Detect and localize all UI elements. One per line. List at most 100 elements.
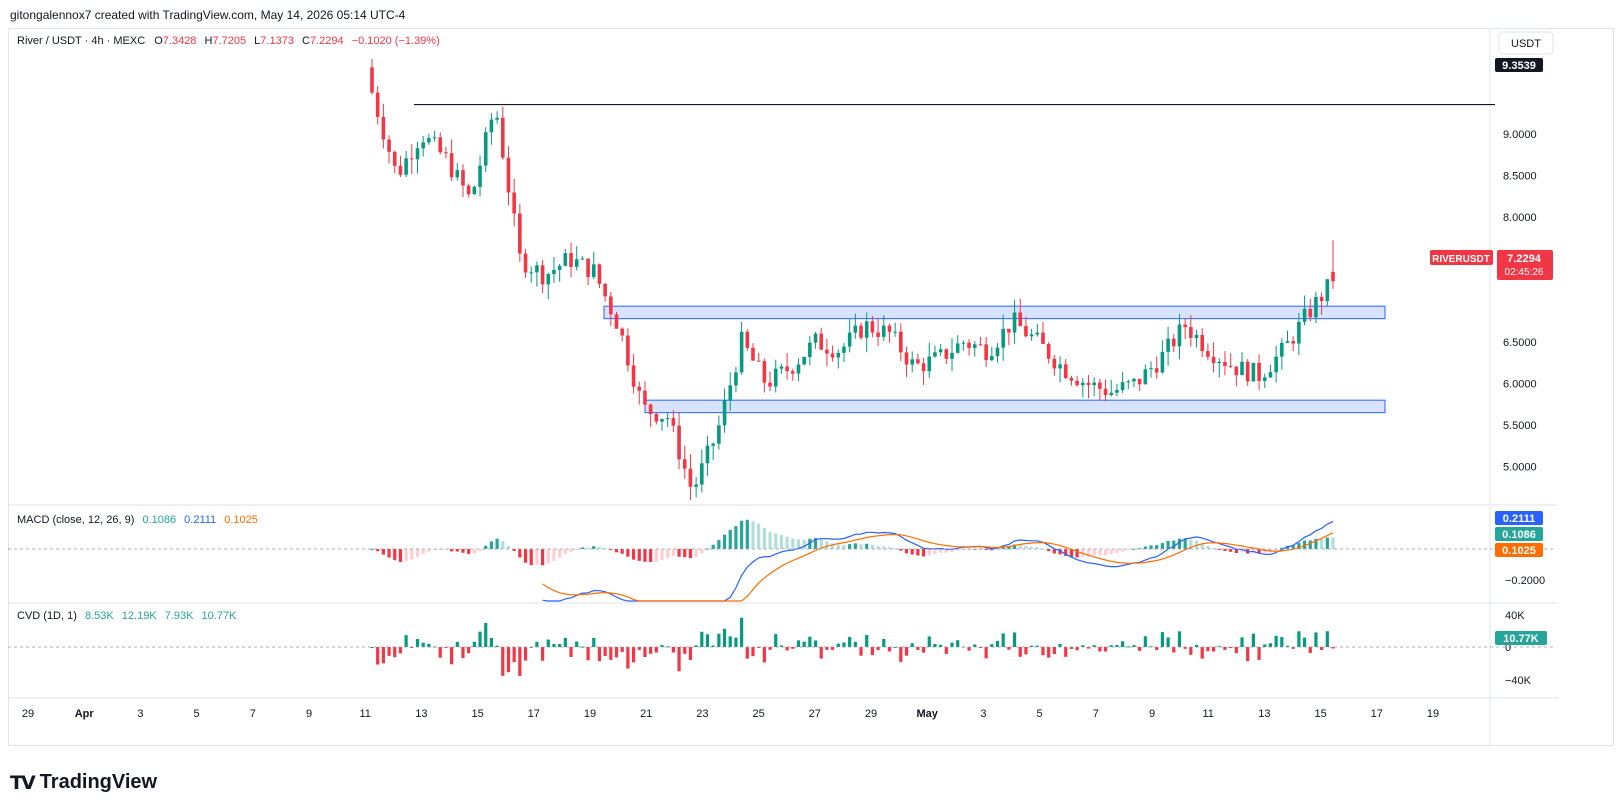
cvd-bar (649, 647, 653, 654)
candle-body (842, 346, 846, 353)
macd-hist-bar (671, 549, 675, 556)
tradingview-logo-wordmark: TradingView (39, 771, 158, 793)
cvd-bar (757, 647, 761, 648)
macd-hist-bar (376, 549, 380, 552)
macd-hist-bar (683, 549, 687, 558)
legend-symbol[interactable]: River / USDT · 4h · MEXC (17, 35, 145, 47)
macd-hist-bar (1308, 540, 1312, 549)
cvd-bar (1314, 632, 1318, 647)
candle-body (1206, 351, 1210, 357)
macd-hist-bar (853, 543, 857, 549)
cvd-bar (614, 647, 619, 658)
time-tick-17: 17 (528, 708, 540, 720)
cvd-bar (1240, 637, 1244, 647)
macd-hist-bar (1024, 545, 1028, 549)
macd-hist-bar (921, 549, 926, 557)
macd-hist-bar (575, 549, 579, 550)
cvd-bar (762, 647, 766, 663)
cvd-bar (1081, 645, 1085, 647)
time-tick-11: 11 (1202, 708, 1213, 720)
candle-body (586, 258, 590, 278)
candle-body (717, 425, 721, 444)
candle-body (762, 361, 767, 383)
candle-body (438, 137, 443, 153)
macd-hist-bar (506, 545, 511, 549)
candle-body (751, 347, 755, 361)
tradingview-logo[interactable]: TV TradingView (10, 771, 157, 794)
cvd-bar (899, 647, 903, 662)
macd-hist-bar (489, 541, 494, 549)
svg-text:CVD (1D, 1) 8.53K 12.1: CVD (1D, 1) 8.53K 12.19K 7.93K 10.77K (17, 610, 237, 622)
macd-hist-bar (939, 549, 943, 553)
macd-hist-bar (1257, 549, 1261, 554)
cvd-value-4: 10.77K (202, 610, 238, 622)
macd-hist-bar (370, 549, 374, 550)
cvd-bar (575, 641, 579, 647)
candle-body (1240, 361, 1244, 376)
macd-hist-bar (1052, 549, 1056, 554)
cvd-bars (370, 617, 1335, 676)
candle-body (387, 139, 391, 152)
macd-hist-bar (1183, 538, 1187, 549)
cvd-bar (1257, 647, 1261, 660)
macd-hist-bar (865, 543, 869, 549)
candle-body (392, 151, 397, 166)
candle-body (700, 463, 704, 485)
currency-button-label[interactable]: USDT (1511, 38, 1541, 50)
candle-body (961, 342, 966, 344)
macd-hist-bar (1320, 538, 1324, 549)
macd-hist-bar (484, 545, 488, 549)
price-axis[interactable]: 9.00008.50008.00007.50006.50006.00005.50… (1503, 129, 1537, 474)
cvd-bar (637, 647, 641, 650)
time-tick-25: 25 (752, 708, 764, 720)
chart-frame[interactable] (8, 28, 1614, 746)
macd-hist-bar (620, 549, 624, 554)
candle-body (1268, 372, 1273, 378)
candle-body (864, 321, 869, 338)
cvd-bar (865, 635, 869, 647)
candle-body (927, 356, 932, 372)
cvd-bar (1200, 647, 1204, 659)
time-axis[interactable]: 29 Apr 3 5 7 9 11 13 15 17 19 21 23 25 27 29 May 3 5 7 9 11 13… (22, 708, 1439, 720)
macd-hist-bar (649, 549, 653, 563)
cvd-bar (1103, 647, 1108, 652)
macd-title[interactable]: MACD (close, 12, 26, 9) (17, 514, 134, 526)
currency-button[interactable] (1498, 31, 1554, 55)
cvd-bar (1263, 644, 1267, 647)
cvd-bar (995, 640, 1000, 647)
legend-close-label: C (302, 35, 310, 47)
cvd-title[interactable]: CVD (1D, 1) (17, 610, 77, 622)
cvd-bar (1132, 645, 1136, 647)
cvd-bar (467, 647, 471, 654)
candle-body (1228, 365, 1233, 367)
cvd-bar (620, 647, 624, 652)
cvd-bar (381, 647, 385, 664)
cvd-bar (785, 647, 789, 651)
macd-hist-bar (757, 523, 761, 549)
candle-body (1177, 324, 1182, 347)
cvd-bar (666, 646, 670, 648)
cvd-bar (1229, 647, 1233, 648)
candle-body (1331, 271, 1335, 282)
time-tick-13: 13 (415, 708, 427, 720)
cvd-bar (1126, 646, 1130, 648)
macd-hist-bar (580, 547, 584, 549)
candle-body (1098, 382, 1102, 389)
time-tick-3: 3 (980, 708, 986, 720)
cvd-bar (1251, 633, 1255, 647)
macd-hist-bar (990, 549, 994, 551)
macd-hist-badge (1495, 527, 1543, 541)
macd-hist-bar (467, 549, 471, 554)
macd-hist-bar (1109, 549, 1113, 555)
candle-body (756, 360, 761, 362)
svg-text:River / USDT · 4h · MEXC O: River / USDT · 4h · MEXC O7.3428 H7.7205… (17, 35, 440, 47)
macd-hist-bar (700, 549, 704, 554)
hline-price-label: 9.3539 (1502, 60, 1536, 72)
candle-body (398, 165, 403, 175)
macd-hist-bar (540, 549, 545, 566)
candle-body (1251, 362, 1256, 382)
macd-hist-bar (1189, 539, 1193, 549)
macd-hist-bar (876, 546, 880, 549)
cvd-bar (836, 643, 840, 647)
